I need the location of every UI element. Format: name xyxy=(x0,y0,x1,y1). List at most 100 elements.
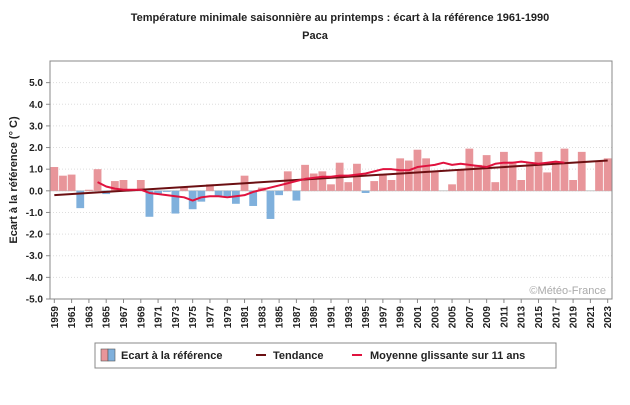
bar xyxy=(508,161,517,191)
x-tick-label: 2017 xyxy=(551,306,562,329)
x-tick-label: 1973 xyxy=(171,306,182,329)
bar xyxy=(85,189,93,191)
bar-series xyxy=(50,148,612,219)
x-tick-label: 2011 xyxy=(499,306,510,328)
trend-line xyxy=(54,159,608,197)
bar xyxy=(413,149,422,191)
chart-title: Température minimale saisonnière au prin… xyxy=(131,12,550,24)
bar xyxy=(448,184,456,191)
bar xyxy=(378,174,387,191)
legend-label-moyenne: Moyenne glissante sur 11 ans xyxy=(370,350,525,362)
bar xyxy=(422,158,430,191)
legend-swatch-positive xyxy=(100,348,109,362)
bar xyxy=(551,161,560,191)
bar xyxy=(474,164,482,191)
y-axis-label: Ecart à la référence (° C) xyxy=(8,116,20,244)
bar xyxy=(353,163,361,191)
x-tick-label: 1967 xyxy=(119,306,130,329)
x-tick-label: 1961 xyxy=(67,306,78,329)
bar xyxy=(387,180,396,191)
legend: Ecart à la référence Tendance Moyenne gl… xyxy=(94,342,557,369)
y-tick-label: -3.0 xyxy=(26,251,44,262)
chart-subtitle: Paca xyxy=(302,30,329,42)
x-tick-label: 1971 xyxy=(154,306,165,329)
bar xyxy=(456,169,465,191)
x-axis-ticks: 1959 1961 1963 1965 1967 1969 1971 1973 1975 1977… xyxy=(50,299,614,328)
bar xyxy=(180,186,188,191)
bar xyxy=(93,169,102,191)
bar xyxy=(171,190,180,214)
moving-average-line xyxy=(97,160,565,202)
bar xyxy=(59,175,67,191)
bar xyxy=(560,148,569,191)
x-tick-label: 1989 xyxy=(309,306,320,329)
x-tick-label: 2009 xyxy=(482,306,493,329)
bar xyxy=(214,190,223,197)
bar xyxy=(500,151,508,191)
bar xyxy=(318,171,327,191)
x-tick-label: 1963 xyxy=(84,306,95,329)
bar xyxy=(327,184,335,191)
bar xyxy=(67,174,76,191)
bar xyxy=(76,190,85,209)
bar xyxy=(569,180,577,191)
y-tick-label: -1.0 xyxy=(26,208,44,219)
bar xyxy=(396,158,405,191)
x-tick-label: 1959 xyxy=(50,306,61,329)
x-tick-label: 2015 xyxy=(534,306,545,329)
x-tick-label: 1975 xyxy=(188,306,199,329)
bar xyxy=(249,190,258,206)
x-tick-label: 2013 xyxy=(517,306,528,329)
bar xyxy=(50,167,59,191)
legend-box xyxy=(94,342,557,369)
bar xyxy=(136,180,145,191)
y-tick-label: 5.0 xyxy=(29,78,43,89)
y-tick-label: -4.0 xyxy=(26,273,44,284)
x-tick-label: 2005 xyxy=(448,306,459,329)
bar xyxy=(206,184,214,191)
y-axis-ticks: 5.0 4.0 3.0 2.0 1.0 0.0 -1.0 -2.0 -3.0 -4.0 -5.0 xyxy=(26,78,50,306)
x-tick-label: 1979 xyxy=(223,306,234,329)
x-tick-label: 1977 xyxy=(205,306,216,329)
bar xyxy=(482,155,491,191)
bar xyxy=(525,162,534,191)
y-tick-label: 1.0 xyxy=(29,165,43,176)
y-tick-label: 0.0 xyxy=(29,186,43,197)
bar xyxy=(223,190,232,198)
bar xyxy=(232,190,240,204)
x-tick-label: 2021 xyxy=(586,306,597,329)
grid-lines xyxy=(50,82,612,300)
bar xyxy=(577,151,586,191)
x-tick-label: 1999 xyxy=(396,306,407,329)
bar xyxy=(154,190,162,195)
bar xyxy=(595,160,603,191)
bar xyxy=(370,181,379,191)
credit-text: ©Météo-France xyxy=(529,285,606,297)
x-tick-label: 2023 xyxy=(603,306,614,329)
bar xyxy=(517,180,526,191)
bar xyxy=(309,173,318,191)
y-tick-label: -5.0 xyxy=(26,295,44,306)
x-tick-label: 1993 xyxy=(344,306,355,329)
bar xyxy=(543,172,552,191)
bar xyxy=(110,181,119,191)
x-tick-label: 2007 xyxy=(465,306,476,329)
bar xyxy=(430,171,439,191)
legend-label-tendance: Tendance xyxy=(273,350,324,362)
x-tick-label: 2001 xyxy=(413,306,424,329)
bar xyxy=(292,190,301,201)
bar xyxy=(266,190,275,219)
x-tick-label: 1987 xyxy=(292,306,303,329)
x-tick-label: 1981 xyxy=(240,306,251,329)
x-tick-label: 1995 xyxy=(361,306,372,329)
bar xyxy=(197,190,206,202)
x-tick-label: 2019 xyxy=(569,306,580,329)
x-tick-label: 1983 xyxy=(257,306,268,329)
x-tick-label: 1997 xyxy=(378,306,389,329)
bar xyxy=(344,182,353,191)
bar xyxy=(404,160,413,191)
legend-swatch-negative xyxy=(107,348,116,362)
bar xyxy=(603,158,612,191)
bar xyxy=(119,180,128,191)
